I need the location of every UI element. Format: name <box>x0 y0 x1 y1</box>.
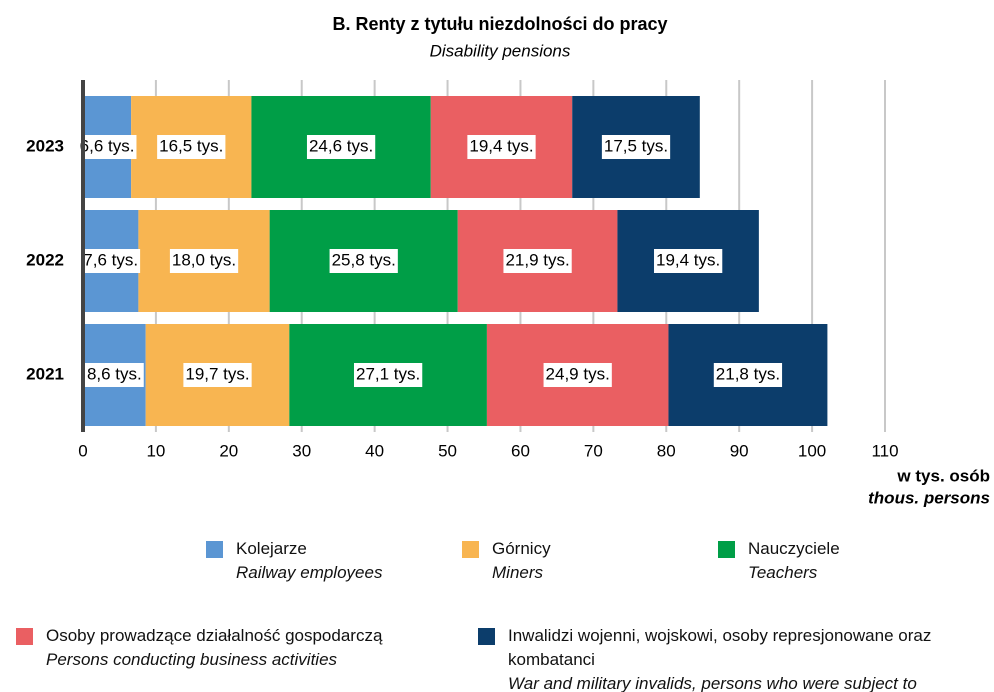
value-label: 16,5 tys. <box>159 136 223 155</box>
value-label-group: 21,8 tys. <box>713 363 783 387</box>
x-tick-label: 110 <box>871 441 898 460</box>
y-tick-label: 2022 <box>26 250 64 269</box>
chart-title: B. Renty z tytułu niezdolności do pracy <box>332 14 667 34</box>
x-tick-label: 20 <box>219 441 238 460</box>
legend-item: Osoby prowadzące działalność gospodarczą… <box>16 624 466 672</box>
legend-item: Nauczyciele Teachers <box>718 537 958 585</box>
value-label-box <box>329 249 398 273</box>
value-label-group: 16,5 tys. <box>157 135 226 159</box>
x-tick-label: 10 <box>146 441 165 460</box>
value-label-group: 19,4 tys. <box>467 135 536 159</box>
value-label: 17,5 tys. <box>604 136 668 155</box>
value-label: 19,4 tys. <box>656 250 720 269</box>
x-tick-label: 90 <box>730 441 749 460</box>
x-tick-label: 60 <box>511 441 530 460</box>
legend-label: Inwalidzi wojenni, wojskowi, osoby repre… <box>508 626 932 669</box>
value-label: 19,7 tys. <box>185 364 249 383</box>
value-label-group: 19,4 tys. <box>654 249 723 273</box>
value-label-box <box>84 363 144 387</box>
value-label-group: 17,5 tys. <box>601 135 671 159</box>
legend-label-en: War and military invalids, persons who w… <box>508 674 917 692</box>
x-tick-label: 30 <box>292 441 311 460</box>
value-label-group: 27,1 tys. <box>353 363 423 387</box>
value-label-box <box>654 249 723 273</box>
chart-subtitle: Disability pensions <box>430 41 571 60</box>
value-label: 8,6 tys. <box>87 364 142 383</box>
value-label-box <box>601 135 671 159</box>
legend-swatch <box>206 541 223 558</box>
legend-item: Górnicy Miners <box>462 537 702 585</box>
legend-swatch <box>16 628 33 645</box>
value-label-box <box>169 249 239 273</box>
value-label-group: 8,6 tys. <box>84 363 144 387</box>
legend-item: Kolejarze Railway employees <box>206 537 446 585</box>
value-label-group: 6,6 tys. <box>77 135 137 159</box>
value-label-box <box>183 363 252 387</box>
value-label: 24,6 tys. <box>309 136 373 155</box>
value-label: 25,8 tys. <box>332 250 396 269</box>
value-label-box <box>713 363 783 387</box>
legend-label: Nauczyciele <box>748 539 840 558</box>
value-label-box <box>81 249 141 273</box>
x-tick-label: 80 <box>657 441 676 460</box>
value-label-box <box>353 363 423 387</box>
value-label-box <box>306 135 376 159</box>
value-label: 27,1 tys. <box>356 364 420 383</box>
value-label: 21,9 tys. <box>505 250 569 269</box>
value-label-group: 25,8 tys. <box>329 249 398 273</box>
value-label: 18,0 tys. <box>172 250 236 269</box>
legend-label-en: Railway employees <box>236 563 383 582</box>
value-label-group: 18,0 tys. <box>169 249 239 273</box>
legend-label: Górnicy <box>492 539 551 558</box>
value-label-box <box>503 249 572 273</box>
value-label-box <box>543 363 612 387</box>
x-tick-label: 50 <box>438 441 457 460</box>
legend-label-en: Miners <box>492 563 544 582</box>
value-label-group: 21,9 tys. <box>503 249 572 273</box>
x-axis-label-en: thous. persons <box>868 488 990 507</box>
legend-label-en: Persons conducting business activities <box>46 650 338 669</box>
legend-label: Kolejarze <box>236 539 307 558</box>
value-label-group: 24,9 tys. <box>543 363 612 387</box>
x-tick-label: 0 <box>78 441 87 460</box>
value-label-box <box>157 135 226 159</box>
value-label-box <box>77 135 137 159</box>
value-label: 7,6 tys. <box>83 250 138 269</box>
x-tick-label: 100 <box>798 441 826 460</box>
legend-swatch <box>718 541 735 558</box>
legend-item: Inwalidzi wojenni, wojskowi, osoby repre… <box>478 624 990 692</box>
y-tick-label: 2021 <box>26 364 64 383</box>
y-tick-label: 2023 <box>26 136 64 155</box>
x-tick-label: 70 <box>584 441 603 460</box>
legend-label-en: Teachers <box>748 563 818 582</box>
value-label: 21,8 tys. <box>716 364 780 383</box>
legend-label: Osoby prowadzące działalność gospodarczą <box>46 626 383 645</box>
chart: B. Renty z tytułu niezdolności do pracy … <box>26 14 990 508</box>
value-label-group: 7,6 tys. <box>81 249 141 273</box>
legend-swatch <box>462 541 479 558</box>
value-label-box <box>467 135 536 159</box>
value-label-group: 24,6 tys. <box>306 135 376 159</box>
x-tick-label: 40 <box>365 441 384 460</box>
value-label: 6,6 tys. <box>80 136 135 155</box>
x-axis-label: w tys. osób <box>896 466 990 485</box>
legend-swatch <box>478 628 495 645</box>
value-label: 19,4 tys. <box>469 136 533 155</box>
value-label: 24,9 tys. <box>546 364 610 383</box>
value-label-group: 19,7 tys. <box>183 363 252 387</box>
